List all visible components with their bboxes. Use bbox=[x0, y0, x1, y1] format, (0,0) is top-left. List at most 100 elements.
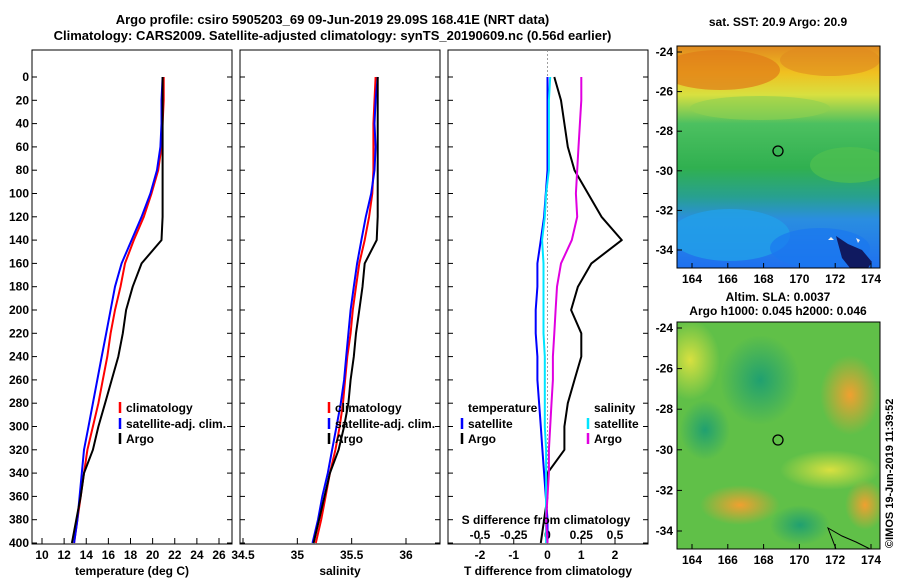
depth-tick-label: 280 bbox=[9, 396, 29, 410]
depth-tick-label: 20 bbox=[16, 93, 30, 107]
x-tick-label: 34.5 bbox=[231, 548, 255, 562]
x-tick-label: 26 bbox=[212, 548, 226, 562]
lon-tick-label: 168 bbox=[754, 272, 774, 286]
salinity-legend-argo: Argo bbox=[335, 432, 363, 446]
depth-tick-label: 160 bbox=[9, 256, 29, 270]
depth-tick-label: 260 bbox=[9, 373, 29, 387]
sla-lat-axis: -24 -26 -28 -30 -32 -34 bbox=[656, 321, 682, 538]
lat-tick-label: -30 bbox=[656, 164, 674, 178]
lat-tick-label: -28 bbox=[656, 124, 674, 138]
lat-tick-label: -32 bbox=[656, 483, 674, 497]
depth-tick-label: 100 bbox=[9, 187, 29, 201]
series-line-satellite-adj-clim- bbox=[311, 76, 379, 544]
depth-tick-label: 240 bbox=[9, 350, 29, 364]
sla-map-title-2: Argo h1000: 0.045 h2000: 0.046 bbox=[689, 304, 867, 318]
lat-tick-label: -26 bbox=[656, 85, 674, 99]
imos-watermark: ©IMOS 19-Jun-2019 11:39:52 bbox=[884, 399, 896, 548]
lat-tick-label: -32 bbox=[656, 203, 674, 217]
lon-tick-label: 168 bbox=[754, 553, 774, 567]
x-tick-label: 35.5 bbox=[340, 548, 364, 562]
series-line-salinity-satellite bbox=[541, 76, 552, 543]
depth-tick-label: 300 bbox=[9, 420, 29, 434]
x-tick-label: 1 bbox=[578, 548, 585, 562]
salinity-legend-satellite: satellite-adj. clim. bbox=[335, 417, 435, 431]
lon-tick-label: 170 bbox=[789, 553, 809, 567]
depth-tick-label: 360 bbox=[9, 489, 29, 503]
x-tick-label: 10 bbox=[35, 548, 49, 562]
difference-legend-temperature-title: temperature bbox=[468, 401, 538, 415]
x-tick-label: 0 bbox=[544, 548, 551, 562]
sst-lat-axis: -24 -26 -28 -30 -32 -34 bbox=[656, 45, 682, 257]
lat-tick-label: -26 bbox=[656, 362, 674, 376]
difference-legend-s-argo: Argo bbox=[594, 432, 622, 446]
x-tick-label: 20 bbox=[146, 548, 160, 562]
figure-title-1: Argo profile: csiro 5905203_69 09-Jun-20… bbox=[115, 12, 550, 27]
series-line-salinity-argo bbox=[545, 77, 583, 544]
depth-tick-label: 220 bbox=[9, 326, 29, 340]
sla-lon-axis: 164 166 168 170 172 174 bbox=[682, 544, 881, 567]
s-diff-tick-label: -0.5 bbox=[470, 528, 491, 542]
depth-tick-label: 0 bbox=[22, 70, 29, 84]
salinity-panel-frame bbox=[239, 49, 441, 545]
depth-tick-label: 380 bbox=[9, 513, 29, 527]
salinity-legend: climatology satellite-adj. clim. Argo bbox=[327, 401, 435, 446]
lat-tick-label: -34 bbox=[656, 243, 674, 257]
sla-argo-location bbox=[772, 434, 784, 446]
lon-tick-label: 164 bbox=[682, 272, 702, 286]
series-line-climatology bbox=[73, 77, 165, 544]
salinity-xlabel: salinity bbox=[319, 564, 361, 578]
difference-legend-t-argo: Argo bbox=[468, 432, 496, 446]
sst-map-title: sat. SST: 20.9 Argo: 20.9 bbox=[709, 15, 848, 29]
figure-title-2: Climatology: CARS2009. Satellite-adjuste… bbox=[53, 28, 612, 43]
depth-tick-label: 60 bbox=[16, 140, 30, 154]
lat-tick-label: -24 bbox=[656, 321, 674, 335]
x-tick-label: 24 bbox=[190, 548, 204, 562]
temperature-xlabel: temperature (deg C) bbox=[75, 564, 189, 578]
depth-tick-label: 140 bbox=[9, 233, 29, 247]
x-tick-label: 16 bbox=[102, 548, 116, 562]
depth-tick-label: 180 bbox=[9, 280, 29, 294]
difference-legend-s-satellite: satellite bbox=[594, 417, 639, 431]
lat-tick-label: -30 bbox=[656, 443, 674, 457]
x-tick-label: 2 bbox=[612, 548, 619, 562]
temperature-panel-frame bbox=[31, 49, 233, 545]
sst-argo-location bbox=[772, 145, 784, 157]
lon-tick-label: 166 bbox=[718, 553, 738, 567]
lat-tick-label: -34 bbox=[656, 524, 674, 538]
depth-tick-label: 400 bbox=[9, 536, 29, 550]
x-tick-label: 14 bbox=[80, 548, 94, 562]
sla-map-title-1: Altim. SLA: 0.0037 bbox=[726, 290, 831, 304]
lon-tick-label: 174 bbox=[861, 553, 881, 567]
series-line-argo bbox=[312, 77, 379, 544]
x-tick-label: 18 bbox=[124, 548, 138, 562]
lat-tick-label: -24 bbox=[656, 45, 674, 59]
temperature-legend: climatology satellite-adj. clim. Argo bbox=[118, 401, 226, 446]
lon-tick-label: 166 bbox=[718, 272, 738, 286]
s-diff-tick-label: 0.5 bbox=[607, 528, 624, 542]
series-line-satellite-adj-clim- bbox=[73, 76, 164, 544]
sla-map bbox=[677, 322, 880, 549]
depth-tick-label: 80 bbox=[16, 163, 30, 177]
difference-legend-t-satellite: satellite bbox=[468, 417, 513, 431]
x-tick-label: 12 bbox=[57, 548, 71, 562]
depth-tick-label: 40 bbox=[16, 117, 30, 131]
x-axes: 10 12 14 16 18 20 22 24 26 34.5 35 35.5 36 -2 -1 0 1 2-0.… bbox=[35, 50, 624, 562]
s-diff-tick-label: -0.25 bbox=[500, 528, 528, 542]
lon-tick-label: 170 bbox=[789, 272, 809, 286]
depth-tick-label: 120 bbox=[9, 210, 29, 224]
profile-series bbox=[70, 76, 623, 544]
x-tick-label: -2 bbox=[475, 548, 486, 562]
depth-tick-label: 200 bbox=[9, 303, 29, 317]
sst-lon-axis: 164 166 168 170 172 174 bbox=[682, 263, 881, 286]
s-diff-tick-label: 0.25 bbox=[570, 528, 594, 542]
depth-tick-label: 320 bbox=[9, 443, 29, 457]
depth-tick-label: 340 bbox=[9, 466, 29, 480]
x-tick-label: 22 bbox=[168, 548, 182, 562]
series-line-argo bbox=[70, 77, 164, 544]
salinity-legend-climatology: climatology bbox=[335, 401, 402, 415]
lon-tick-label: 172 bbox=[825, 272, 845, 286]
depth-axis: 0 20 40 60 80 100 120 140 160 180 200 220 240 260 280 3… bbox=[9, 70, 648, 550]
x-tick-label: -1 bbox=[508, 548, 519, 562]
sst-map bbox=[677, 46, 880, 268]
